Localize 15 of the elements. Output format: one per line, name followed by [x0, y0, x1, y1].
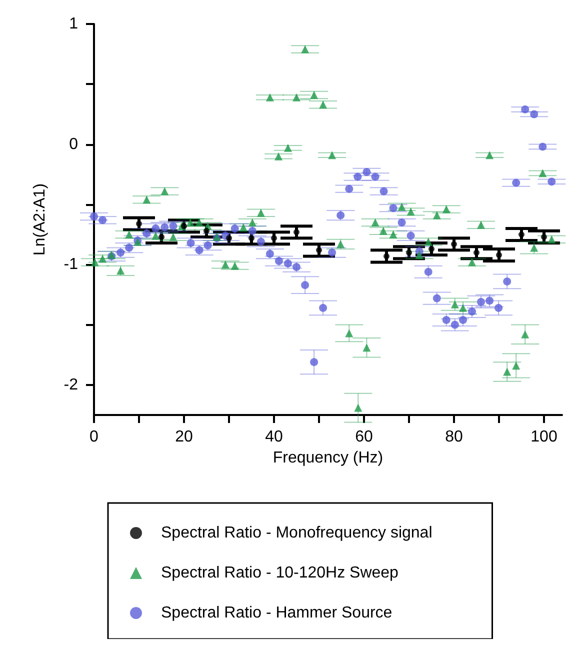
y-tick-label: 1	[69, 16, 78, 32]
y-tick-label: -2	[64, 376, 78, 394]
x-tick-label: 0	[90, 428, 99, 446]
y-axis-title: Ln(A2:A1)	[32, 183, 48, 256]
x-axis-title: Frequency (Hz)	[272, 449, 384, 466]
legend-label: Spectral Ratio - Monofrequency signal	[161, 524, 432, 542]
legend-label: Spectral Ratio - Hammer Source	[161, 604, 392, 622]
legend-label: Spectral Ratio - 10-120Hz Sweep	[161, 564, 399, 582]
x-tick-label: 60	[355, 428, 373, 446]
x-tick-label: 100	[530, 428, 558, 446]
x-tick-label: 40	[265, 428, 283, 446]
x-tick-label: 20	[175, 428, 193, 446]
y-tick-label: -1	[64, 256, 78, 274]
x-tick-label: 80	[445, 428, 463, 446]
y-tick-label: 0	[69, 136, 78, 153]
